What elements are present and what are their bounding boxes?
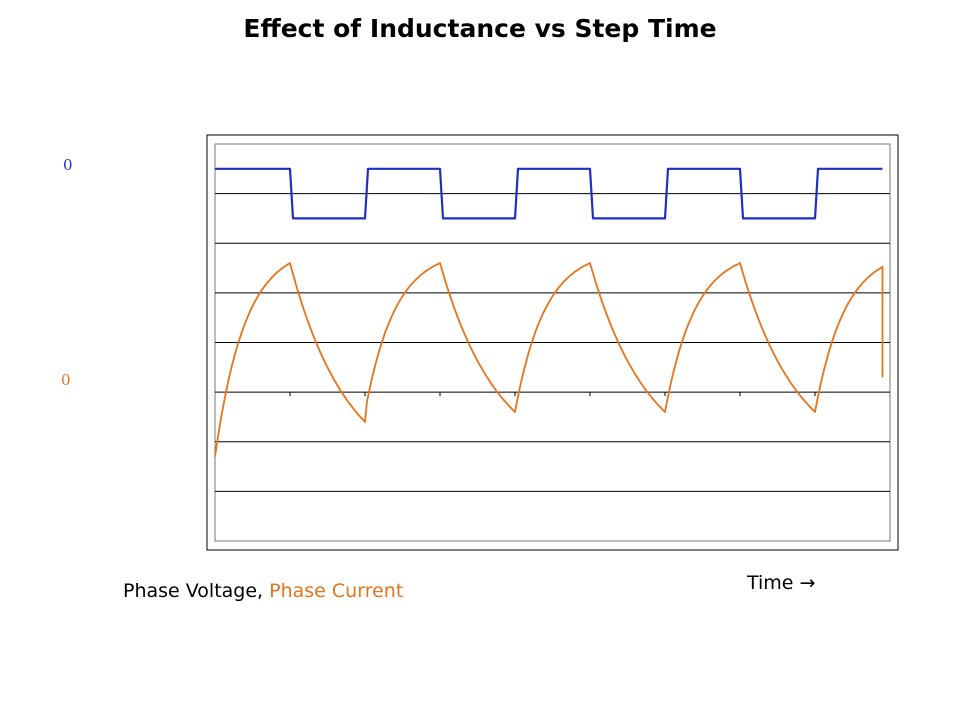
arrow-right-icon: → xyxy=(799,572,816,594)
series-line-phase-voltage xyxy=(215,167,883,220)
outer-frame xyxy=(206,134,899,551)
legend-separator: , xyxy=(257,580,270,602)
current-zero-label: 0 xyxy=(61,371,71,389)
gridlines xyxy=(215,193,890,492)
series-line-phase-current xyxy=(214,262,884,457)
x-axis-label-text: Time xyxy=(747,572,794,594)
legend-entry-phase-current: Phase Current xyxy=(269,580,404,602)
x-axis-label: Time → xyxy=(747,572,815,594)
x-ticks xyxy=(289,392,816,397)
chart-title: Effect of Inductance vs Step Time xyxy=(243,14,717,43)
legend: Phase Voltage, Phase Current xyxy=(123,580,403,602)
legend-entry-phase-voltage: Phase Voltage xyxy=(123,580,258,602)
voltage-zero-label: 0 xyxy=(63,156,73,174)
